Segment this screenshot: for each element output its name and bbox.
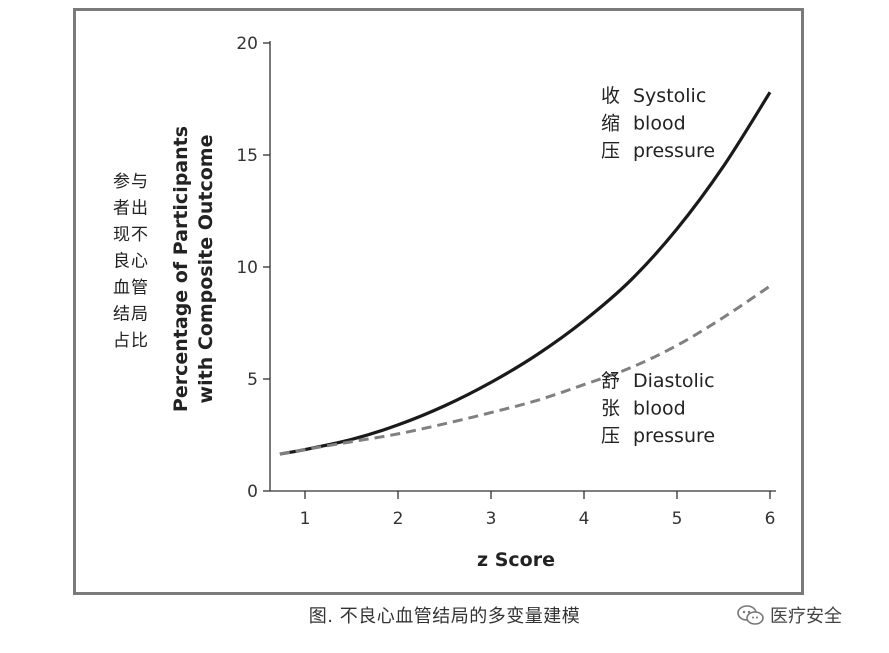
diastolic-label-cn: 压 — [601, 425, 620, 447]
y-tick-label: 10 — [236, 258, 258, 278]
chart-labels: z Score Percentage of Participants with Co… — [113, 85, 715, 571]
y-tick-label: 20 — [236, 34, 258, 54]
wechat-icon — [737, 605, 764, 625]
y-axis-cn-label: 结局 — [113, 305, 149, 325]
watermark: 医疗安全 — [736, 602, 842, 628]
systolic-label-en: pressure — [633, 140, 715, 162]
y-tick-label: 5 — [247, 370, 258, 390]
y-axis-title: Percentage of Participants with Composite… — [170, 126, 217, 412]
diastolic-label-cn: 舒 — [601, 370, 620, 392]
x-tick-label: 3 — [486, 509, 497, 529]
diastolic-label-en: blood — [633, 398, 686, 420]
plot-area — [279, 91, 772, 456]
figure-frame: 0 5 10 15 20 1 2 3 4 5 6 z Score Percentage of Part… — [73, 8, 804, 595]
x-tick-label: 2 — [393, 509, 404, 529]
watermark-text: 医疗安全 — [770, 606, 842, 627]
diastolic-series-line — [279, 284, 771, 456]
y-axis-cn-label: 参与 — [113, 172, 149, 192]
x-tick-label: 1 — [300, 509, 311, 529]
y-axis-title-line: Percentage of Participants — [170, 126, 192, 412]
x-tick-label: 5 — [672, 509, 683, 529]
y-axis-cn-label: 现不 — [113, 225, 149, 245]
y-axis-cn-label: 血管 — [113, 278, 149, 298]
systolic-label-en: blood — [633, 113, 686, 135]
axes: 0 5 10 15 20 1 2 3 4 5 6 — [236, 34, 776, 529]
y-axis-title-line: with Composite Outcome — [195, 135, 217, 404]
y-axis-cn-label: 者出 — [113, 199, 149, 219]
y-tick-label: 15 — [236, 146, 258, 166]
systolic-label-cn: 压 — [601, 140, 620, 162]
chart: 0 5 10 15 20 1 2 3 4 5 6 z Score Percentage of Part… — [113, 34, 776, 571]
diastolic-label-en: pressure — [633, 425, 715, 447]
y-axis-cn-label: 占比 — [113, 331, 149, 351]
x-tick-label: 6 — [765, 509, 776, 529]
diastolic-label-en: Diastolic — [633, 370, 715, 392]
y-tick-label: 0 — [247, 482, 258, 502]
systolic-series-line — [279, 91, 772, 456]
x-tick-label: 4 — [579, 509, 590, 529]
systolic-label-cn: 缩 — [601, 113, 620, 135]
x-axis-title: z Score — [477, 549, 555, 571]
systolic-label-en: Systolic — [633, 85, 706, 107]
diastolic-label-cn: 张 — [601, 398, 620, 420]
systolic-label-cn: 收 — [601, 85, 620, 107]
figure-caption: 图. 不良心血管结局的多变量建模 — [308, 606, 581, 627]
y-axis-cn-label: 良心 — [113, 252, 149, 272]
